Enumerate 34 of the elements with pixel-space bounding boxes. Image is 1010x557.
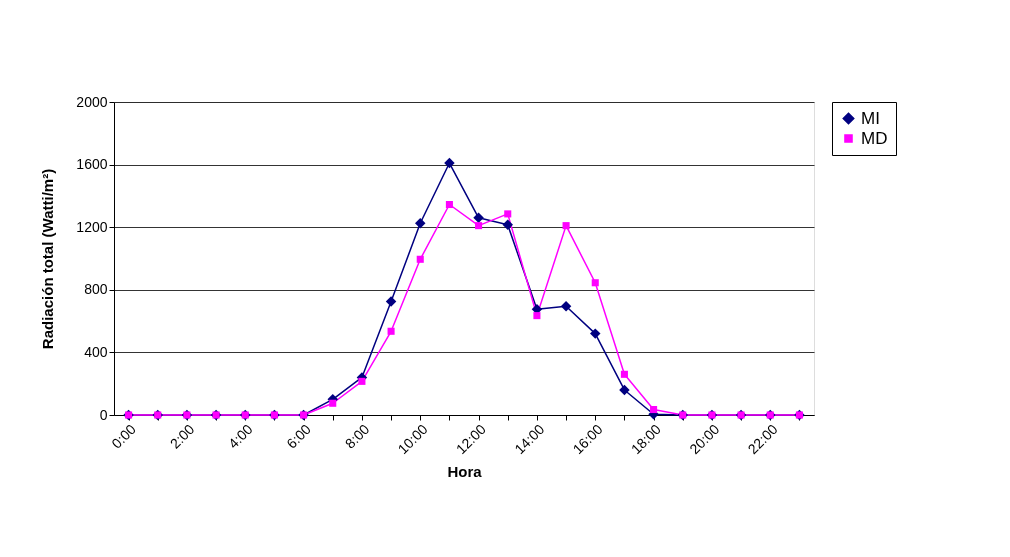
point xyxy=(473,212,484,224)
y-tick-label: 800 xyxy=(84,281,108,298)
point xyxy=(620,370,628,378)
y-tick-label: 400 xyxy=(84,343,108,360)
y-tick-label: 1200 xyxy=(76,218,108,235)
point xyxy=(502,219,513,231)
point xyxy=(475,222,483,230)
point xyxy=(560,300,572,312)
point xyxy=(504,210,512,218)
point xyxy=(444,157,455,169)
point xyxy=(562,222,570,230)
point xyxy=(533,312,541,320)
point xyxy=(591,279,599,287)
x-tick-label: 4:00 xyxy=(225,420,256,452)
y-axis-title: Radiación total (Watti/m²) xyxy=(39,168,57,350)
point xyxy=(329,399,337,407)
y-tick-label: 1600 xyxy=(76,156,108,173)
y-tick-label: 0 xyxy=(99,406,108,423)
x-axis-title: Hora xyxy=(447,463,483,481)
x-tick-label: 0:00 xyxy=(108,420,140,452)
x-tick-label: 8:00 xyxy=(341,420,373,452)
point xyxy=(650,405,658,414)
point xyxy=(387,327,395,335)
point xyxy=(445,200,453,209)
point xyxy=(590,328,601,339)
legend-label: MI xyxy=(861,108,880,128)
point xyxy=(416,255,424,263)
point xyxy=(385,296,397,307)
x-tick-label: 6:00 xyxy=(283,420,315,452)
y-tick-label: 2000 xyxy=(76,93,108,110)
point xyxy=(619,384,630,396)
point xyxy=(415,218,426,229)
legend-label: MD xyxy=(861,128,888,148)
point xyxy=(358,377,366,385)
